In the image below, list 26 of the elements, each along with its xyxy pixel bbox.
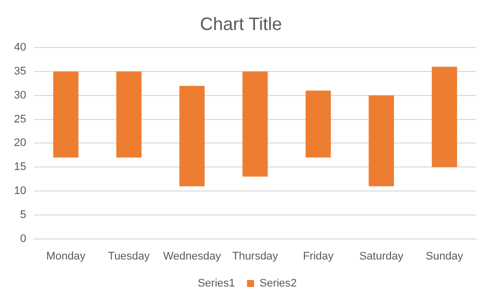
bar bbox=[242, 72, 268, 177]
text: Series1 bbox=[198, 278, 235, 290]
x-tick-label: Sunday bbox=[426, 250, 464, 262]
x-tick-label: Monday bbox=[46, 250, 86, 262]
y-tick-label: 10 bbox=[14, 185, 26, 198]
y-tick-label: 35 bbox=[14, 66, 26, 78]
x-tick-label: Tuesday bbox=[108, 250, 150, 262]
y-tick-label: 30 bbox=[14, 89, 26, 102]
y-tick-label: 25 bbox=[14, 113, 26, 126]
y-tick-label: 5 bbox=[20, 208, 26, 221]
bar bbox=[368, 95, 394, 186]
bar bbox=[53, 72, 78, 158]
bar bbox=[432, 66, 458, 168]
bar bbox=[306, 90, 331, 158]
x-tick-label: Friday bbox=[302, 250, 334, 262]
y-tick-label: 40 bbox=[14, 42, 26, 54]
x-tick-label: Wednesday bbox=[163, 250, 222, 262]
x-tick-label: Thursday bbox=[232, 250, 279, 262]
chart-title: Chart Title bbox=[200, 14, 282, 34]
bar bbox=[116, 72, 142, 158]
y-tick-label: 0 bbox=[20, 232, 26, 245]
x-tick-label: Saturday bbox=[359, 250, 404, 262]
y-tick-label: 20 bbox=[14, 137, 26, 150]
legend-label: Series2 bbox=[260, 278, 297, 290]
y-tick-label: 15 bbox=[14, 161, 26, 174]
bar bbox=[179, 86, 205, 186]
